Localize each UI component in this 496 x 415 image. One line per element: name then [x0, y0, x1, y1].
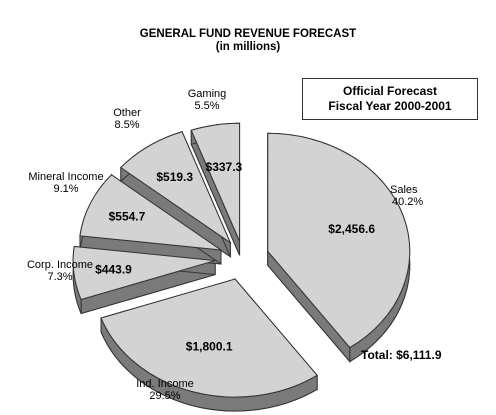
pie-slice-sales	[267, 132, 411, 349]
chart-subtitle: (in millions)	[215, 41, 281, 53]
category-label: Gaming	[188, 88, 227, 100]
forecast-box-line-2: Fiscal Year 2000-2001	[328, 99, 452, 113]
category-label: Other	[113, 107, 141, 119]
pie-slice-mineral-income	[79, 174, 222, 251]
value-label: $554.7	[109, 209, 146, 223]
percent-label: 9.1%	[53, 183, 78, 195]
category-label: Sales	[390, 184, 418, 196]
value-label: $519.3	[156, 170, 193, 184]
percent-label: 5.5%	[194, 100, 219, 112]
category-label: Mineral Income	[28, 171, 103, 183]
percent-label: 40.2%	[392, 196, 423, 208]
value-label: $337.3	[206, 160, 243, 174]
value-label: $443.9	[95, 263, 132, 277]
total-label: Total: $6,111.9	[361, 348, 442, 362]
value-label: $1,800.1	[186, 339, 233, 353]
forecast-box: Official Forecast Fiscal Year 2000-2001	[302, 78, 478, 120]
pie-slice-gaming	[190, 122, 241, 242]
percent-label: 7.3%	[47, 271, 72, 283]
chart-title: GENERAL FUND REVENUE FORECAST	[139, 28, 357, 40]
category-label: Ind. Income	[136, 378, 193, 390]
pie-slice-ind-income	[100, 278, 318, 398]
percent-label: 8.5%	[114, 119, 139, 131]
forecast-box-line-1: Official Forecast	[342, 84, 438, 98]
percent-label: 29.5%	[149, 390, 180, 402]
pie-slice-corp-income	[72, 245, 216, 301]
value-label: $2,456.6	[328, 222, 375, 236]
pie-slice-other	[120, 131, 232, 245]
category-label: Corp. Income	[27, 259, 93, 271]
